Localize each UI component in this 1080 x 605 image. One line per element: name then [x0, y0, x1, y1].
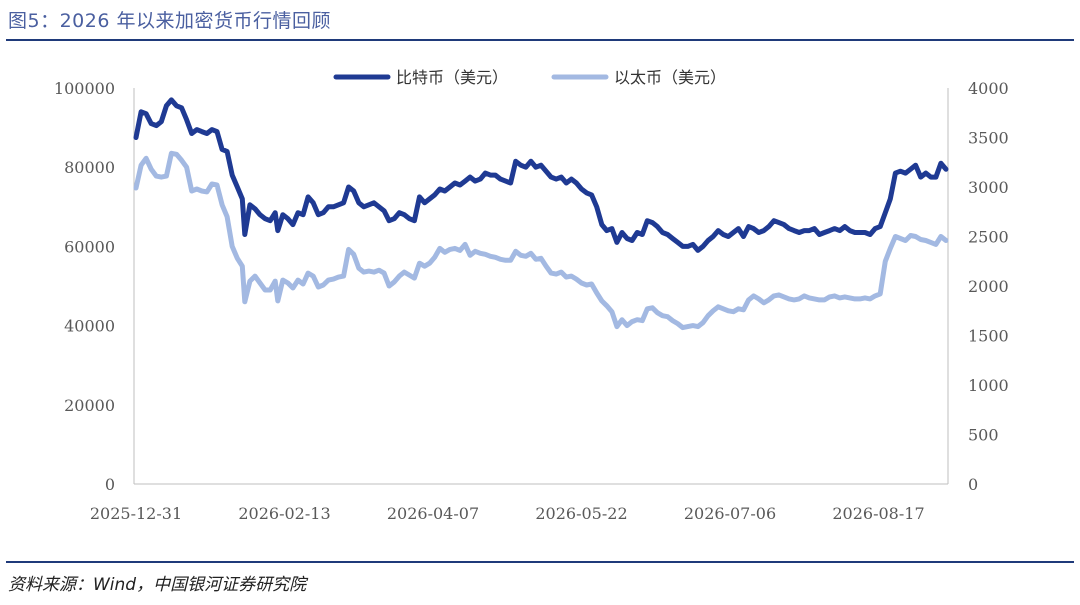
right-y-tick-label: 1500 [968, 327, 1009, 346]
left-y-tick-label: 0 [105, 475, 115, 494]
x-tick-label: 2026-04-07 [387, 504, 479, 523]
left-y-tick-label: 60000 [64, 237, 115, 256]
right-y-tick-label: 500 [968, 426, 999, 445]
right-y-tick-label: 3000 [968, 178, 1009, 197]
series-line-btc [133, 97, 949, 253]
x-tick-label: 2026-07-06 [684, 504, 776, 523]
x-tick-label: 2026-05-22 [535, 504, 627, 523]
left-y-tick-labels: 100000 80000 60000 40000 20000 0 [54, 79, 115, 494]
right-y-tick-label: 2500 [968, 228, 1009, 247]
left-y-tick-label: 80000 [64, 158, 115, 177]
x-tick-label: 2025-12-31 [90, 504, 182, 523]
top-rule [6, 39, 1074, 41]
legend-label-eth: 以太币（美元） [614, 68, 726, 87]
bottom-rule [6, 561, 1074, 563]
chart-axes [133, 88, 949, 485]
series-lines [133, 97, 949, 331]
right-y-tick-label: 1000 [968, 376, 1009, 395]
source-note: 资料来源：Wind，中国银河证券研究院 [8, 575, 307, 595]
left-y-tick-label: 20000 [64, 396, 115, 415]
series-line-eth [133, 150, 949, 331]
right-y-tick-label: 0 [968, 475, 978, 494]
right-y-tick-label: 3500 [968, 129, 1009, 148]
right-y-tick-label: 4000 [968, 79, 1009, 98]
right-y-tick-labels: 4000 3500 3000 2500 2000 1500 1000 500 0 [968, 79, 1009, 494]
legend-label-btc: 比特币（美元） [396, 68, 508, 87]
figure-title: 图5：2026 年以来加密货币行情回顾 [8, 10, 331, 32]
x-tick-labels: 2025-12-31 2026-02-13 2026-04-07 2026-05-22… [90, 504, 925, 523]
left-y-tick-label: 100000 [54, 79, 115, 98]
x-tick-label: 2026-02-13 [238, 504, 330, 523]
x-tick-label: 2026-08-17 [832, 504, 924, 523]
right-y-tick-label: 2000 [968, 277, 1009, 296]
legend: 比特币（美元） 以太币（美元） [333, 68, 726, 87]
left-y-tick-label: 40000 [64, 317, 115, 336]
